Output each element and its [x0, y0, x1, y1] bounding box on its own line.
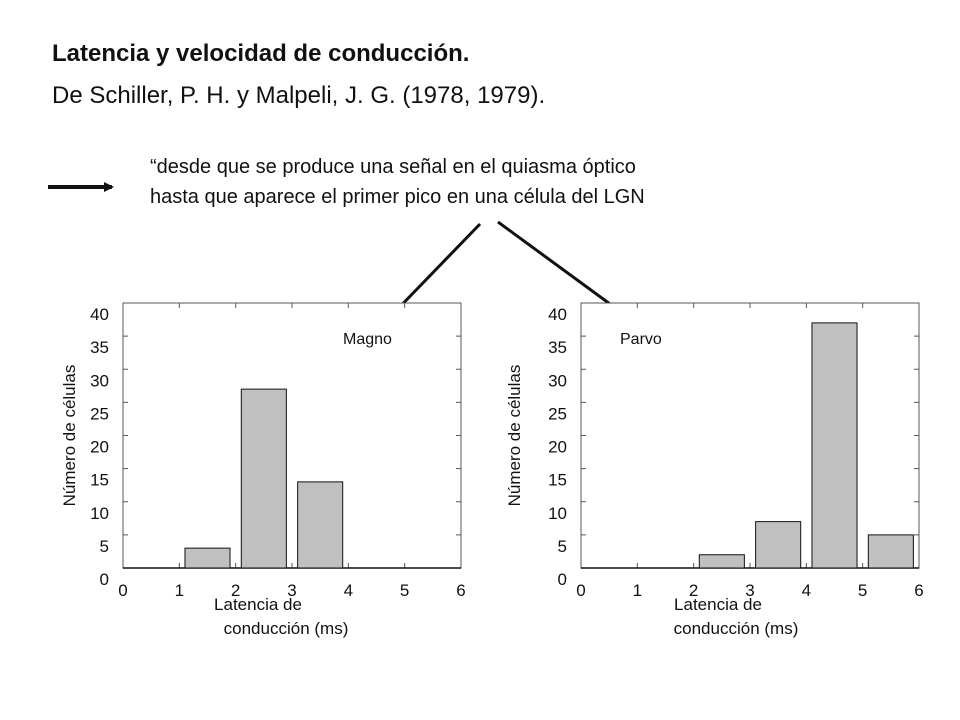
y-tick-label: 10 — [548, 504, 567, 523]
y-axis-label: Número de células — [60, 365, 79, 507]
series-annotation: Magno — [343, 331, 392, 348]
x-axis-label-line2: conducción (ms) — [224, 619, 349, 638]
y-axis-label: Número de células — [505, 365, 524, 507]
x-tick-label: 4 — [344, 581, 353, 600]
x-axis-label-line1: Latencia de — [214, 595, 302, 614]
x-axis-label-line2: conducción (ms) — [674, 619, 799, 638]
bar — [698, 554, 745, 569]
y-tick-label: 0 — [558, 570, 567, 589]
slide-subtitle: De Schiller, P. H. y Malpeli, J. G. (197… — [52, 82, 546, 109]
y-tick-label: 25 — [90, 404, 109, 423]
arrow-to-magno-icon — [387, 222, 482, 320]
bar — [297, 481, 344, 569]
y-tick-label: 5 — [558, 537, 567, 556]
bar — [755, 521, 802, 569]
x-tick-label: 6 — [914, 581, 923, 600]
y-tick-label: 25 — [548, 404, 567, 423]
x-tick-label: 4 — [802, 581, 811, 600]
y-tick-label: 20 — [548, 438, 567, 457]
x-tick-label: 5 — [400, 581, 409, 600]
x-tick-label: 6 — [456, 581, 465, 600]
y-tick-label: 40 — [548, 305, 567, 324]
y-tick-label: 15 — [548, 471, 567, 490]
definition-quote: “desde que se produce una señal en el qu… — [150, 152, 645, 212]
x-tick-label: 0 — [118, 581, 127, 600]
y-tick-label: 30 — [548, 371, 567, 390]
y-tick-label: 15 — [90, 471, 109, 490]
y-tick-label: 5 — [100, 537, 109, 556]
y-tick-label: 10 — [90, 504, 109, 523]
x-tick-label: 0 — [576, 581, 585, 600]
x-tick-label: 2 — [689, 581, 698, 600]
y-tick-label: 0 — [100, 570, 109, 589]
y-tick-label: 40 — [90, 305, 109, 324]
x-tick-label: 5 — [858, 581, 867, 600]
quote-line-2: hasta que aparece el primer pico en una … — [150, 186, 645, 208]
x-tick-label: 3 — [287, 581, 296, 600]
x-tick-label: 3 — [745, 581, 754, 600]
series-annotation: Parvo — [620, 331, 662, 348]
x-axis-label-line1: Latencia de — [674, 595, 762, 614]
y-tick-label: 35 — [90, 338, 109, 357]
bar — [240, 388, 287, 569]
plot-frame — [580, 302, 920, 569]
x-tick-label: 1 — [175, 581, 184, 600]
slide-title: Latencia y velocidad de conducción. — [52, 40, 470, 67]
bar — [867, 534, 914, 569]
x-tick-label: 1 — [633, 581, 642, 600]
y-tick-label: 35 — [548, 338, 567, 357]
y-tick-label: 30 — [90, 371, 109, 390]
bar — [811, 322, 858, 569]
y-tick-label: 20 — [90, 438, 109, 457]
quote-line-1: “desde que se produce una señal en el qu… — [150, 156, 636, 178]
x-tick-label: 2 — [231, 581, 240, 600]
bar — [184, 547, 231, 569]
plot-frame — [122, 302, 462, 569]
